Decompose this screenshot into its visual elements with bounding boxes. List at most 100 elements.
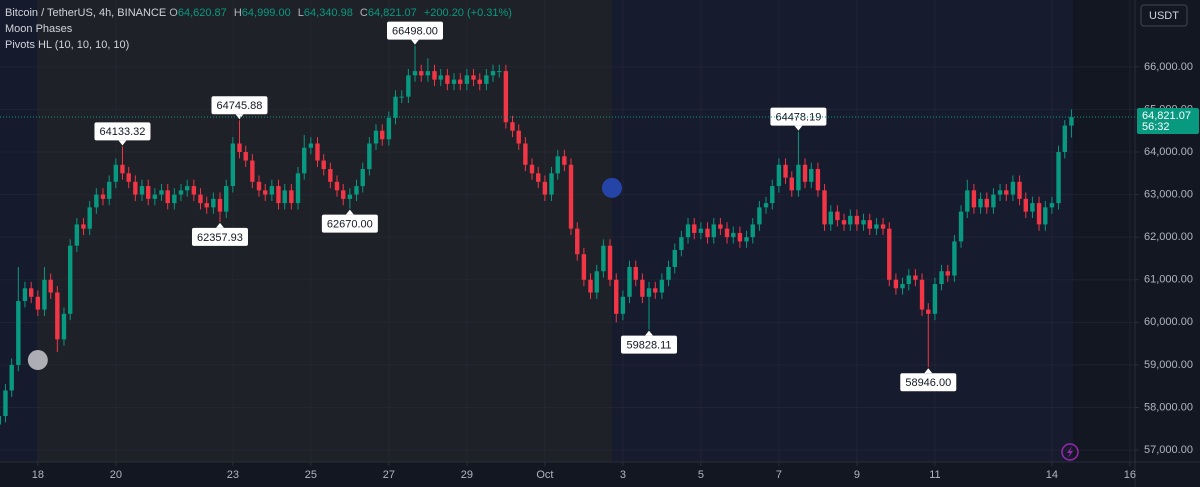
candle-body <box>230 143 236 187</box>
candle-body <box>848 215 853 225</box>
candle-body <box>958 211 964 242</box>
candles <box>0 45 1074 425</box>
pivot-box <box>94 122 151 141</box>
candle-body <box>926 309 931 314</box>
candle-body <box>906 275 911 285</box>
indicator[interactable]: Pivots HL (10, 10, 10, 10) <box>5 39 130 51</box>
pivot-label: 62357.93 <box>197 232 243 244</box>
future-area <box>1073 0 1135 462</box>
pivots: 64133.32 62357.93 64745.88 62670.00 66498.00… <box>27 21 957 392</box>
candle-body <box>1069 117 1074 126</box>
candle-body <box>828 211 833 225</box>
candle-body <box>289 190 294 204</box>
x-tick-label: 9 <box>854 469 860 481</box>
candle-body <box>159 190 164 195</box>
pivot-pointer <box>410 39 419 45</box>
x-tick-label: Oct <box>536 469 553 481</box>
candle-body <box>789 177 794 191</box>
candle-body <box>653 288 658 293</box>
moon-shading <box>37 0 1073 462</box>
alert-bolt <box>1067 446 1073 458</box>
candle-body <box>328 169 333 182</box>
candle-body <box>685 224 691 238</box>
candle-body <box>42 279 47 310</box>
candle-body <box>510 122 515 131</box>
candle-body <box>640 279 645 297</box>
candle-body <box>575 228 580 255</box>
candle-body <box>321 160 326 170</box>
candle-body <box>295 173 301 204</box>
candle-body <box>185 186 190 191</box>
y-tick-label: 64,000.00 <box>1144 146 1193 158</box>
moon-phase <box>27 350 48 371</box>
candle-body <box>250 160 255 182</box>
candle-body <box>198 194 203 204</box>
candle-body <box>347 194 353 199</box>
candle-body <box>581 254 587 280</box>
x-tick-label: 11 <box>929 469 940 481</box>
pivot-label: 66498.00 <box>392 26 438 38</box>
candle-body <box>445 75 450 84</box>
candle-body <box>432 71 437 80</box>
candle-body <box>126 173 131 182</box>
x-tick-label: 7 <box>776 469 782 481</box>
candle-body <box>776 164 782 187</box>
candle-body <box>477 79 482 84</box>
candle-body <box>451 79 457 84</box>
candle-body <box>16 301 21 365</box>
candle-body <box>503 71 509 123</box>
candle-body <box>529 164 535 174</box>
candle-body <box>74 224 80 246</box>
pivot-box <box>621 335 678 354</box>
candle-body <box>341 190 346 199</box>
candle-body <box>809 169 814 182</box>
candle-body <box>711 224 716 238</box>
candle-body <box>679 237 684 250</box>
alert-icon[interactable] <box>1061 443 1079 461</box>
candle-body <box>796 164 801 191</box>
candle-body <box>55 292 60 340</box>
candle-body <box>874 224 879 229</box>
candle-body <box>412 71 418 76</box>
candle-body <box>783 164 788 178</box>
candle-body <box>744 237 749 242</box>
candle-body <box>48 279 53 293</box>
candle-body <box>867 220 872 229</box>
candle-body <box>282 190 287 204</box>
candle-body <box>399 96 404 98</box>
candle-body <box>165 190 170 204</box>
currency-button[interactable] <box>1140 4 1188 27</box>
candle-body <box>1023 198 1028 212</box>
pivot-pointer <box>118 140 127 146</box>
candle-body <box>516 130 521 144</box>
candle-body <box>68 245 73 314</box>
candle-body <box>588 279 593 293</box>
candle-body <box>373 130 379 144</box>
candle-body <box>484 75 489 84</box>
candle-body <box>770 186 775 204</box>
pivot-pointer <box>235 114 244 120</box>
currency-label[interactable]: USDT <box>1149 10 1179 22</box>
candle-body <box>0 416 2 425</box>
change: +200.20 (+0.31%) <box>423 7 512 19</box>
candle-body <box>568 164 574 229</box>
ohlc-value: 64,821.07 <box>367 7 417 19</box>
candle-body <box>100 194 106 199</box>
candle-body <box>718 224 723 229</box>
candle-body <box>549 173 554 195</box>
candle-body <box>367 143 372 170</box>
candle-body <box>406 75 411 97</box>
candle-body <box>731 232 736 238</box>
candle-body <box>360 169 365 187</box>
candle-body <box>997 190 1003 195</box>
candle-body <box>1056 152 1061 204</box>
candle-body <box>243 152 248 161</box>
candle-body <box>172 194 177 204</box>
indicator[interactable]: Moon Phases <box>5 23 73 35</box>
candle-body <box>191 186 197 195</box>
candle-body <box>854 215 860 225</box>
candle-body <box>978 198 983 208</box>
candle-body <box>594 271 599 293</box>
last-price-box <box>1137 108 1199 135</box>
